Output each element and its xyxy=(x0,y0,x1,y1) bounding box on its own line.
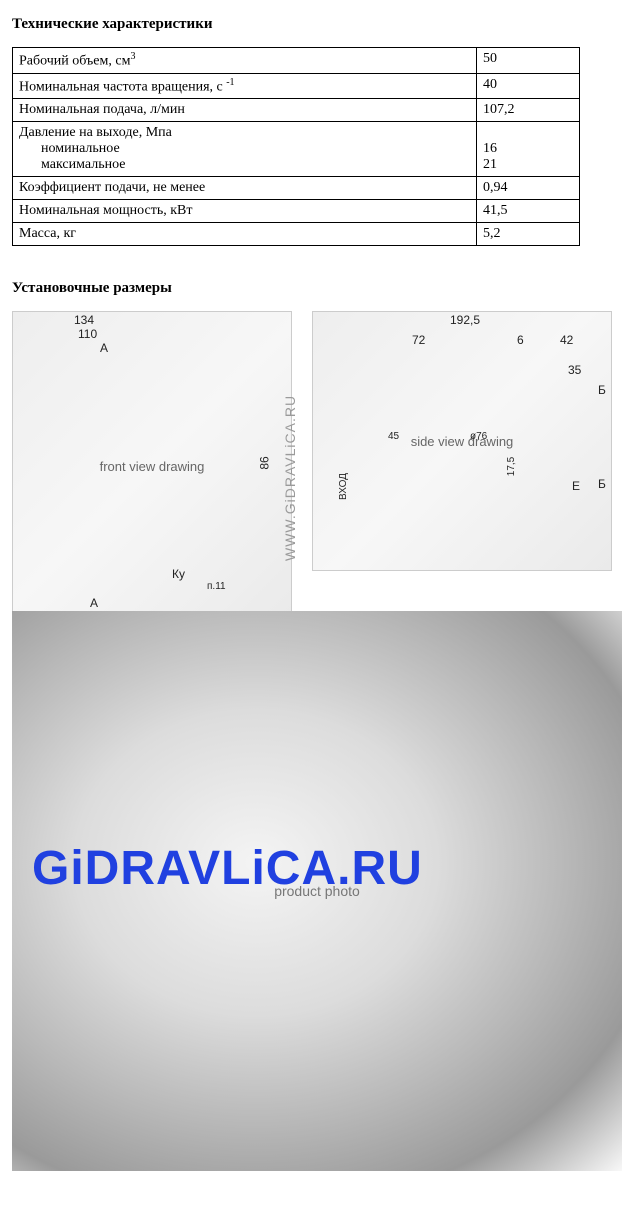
dimensions-heading: Установочные размеры xyxy=(12,280,626,297)
table-row: Рабочий объем, см3 50 xyxy=(13,48,580,74)
dim-label: Б xyxy=(598,477,606,491)
drawing-watermark: WWW.GiDRAVLiCA.RU xyxy=(282,395,298,561)
dim-label: 17,5 xyxy=(506,457,517,476)
spec-label: Масса, кг xyxy=(13,223,477,246)
spec-value: 5,2 xyxy=(477,223,580,246)
spec-label: Рабочий объем, см3 xyxy=(13,48,477,74)
spec-value: 0,94 xyxy=(477,177,580,200)
table-row: Номинальная частота вращения, с -1 40 xyxy=(13,73,580,99)
dim-label: А xyxy=(90,596,98,610)
dim-label: 134 xyxy=(74,313,94,327)
dim-label: 192,5 xyxy=(450,313,480,327)
dim-label: Ку xyxy=(172,567,185,581)
dim-label: Е xyxy=(572,479,580,493)
spec-label: Номинальная частота вращения, с -1 xyxy=(13,73,477,99)
spec-label: Коэффициент подачи, не менее xyxy=(13,177,477,200)
table-row: Коэффициент подачи, не менее 0,94 xyxy=(13,177,580,200)
drawing-front-view: front view drawing xyxy=(12,311,292,621)
placeholder-text: side view drawing xyxy=(411,434,514,449)
table-row: Номинальная мощность, кВт 41,5 xyxy=(13,200,580,223)
dim-label: Б xyxy=(598,383,606,397)
dim-label: ø76 xyxy=(470,431,487,442)
dim-label: 42 xyxy=(560,333,573,347)
dim-label: А xyxy=(100,341,108,355)
photo-watermark: GiDRAVLiCA.RU xyxy=(32,841,622,896)
table-row: Номинальная подача, л/мин 107,2 xyxy=(13,99,580,122)
dim-label: 6 xyxy=(517,333,524,347)
spec-value: 1621 xyxy=(477,122,580,177)
technical-drawing: front view drawing side view drawing 134… xyxy=(12,311,612,631)
specs-heading: Технические характеристики xyxy=(12,16,626,33)
dim-label: 45 xyxy=(388,431,399,442)
dim-label: ВХОД xyxy=(338,473,349,500)
spec-label: Давление на выходе, Мпаноминальноемаксим… xyxy=(13,122,477,177)
spec-label: Номинальная мощность, кВт xyxy=(13,200,477,223)
spec-value: 40 xyxy=(477,73,580,99)
drawing-side-view: side view drawing xyxy=(312,311,612,571)
placeholder-text: front view drawing xyxy=(100,459,205,474)
product-photo-area: product photo GiDRAVLiCA.RU xyxy=(12,611,622,1171)
table-row: Давление на выходе, Мпаноминальноемаксим… xyxy=(13,122,580,177)
spec-value: 50 xyxy=(477,48,580,74)
spec-label: Номинальная подача, л/мин xyxy=(13,99,477,122)
spec-value: 107,2 xyxy=(477,99,580,122)
table-row: Масса, кг 5,2 xyxy=(13,223,580,246)
dim-label: п.11 xyxy=(207,581,226,592)
spec-value: 41,5 xyxy=(477,200,580,223)
dim-label: 35 xyxy=(568,363,581,377)
dim-label: 86 xyxy=(258,457,272,470)
dim-label: 110 xyxy=(78,327,97,341)
specs-table: Рабочий объем, см3 50 Номинальная частот… xyxy=(12,47,580,246)
dim-label: 72 xyxy=(412,333,425,347)
